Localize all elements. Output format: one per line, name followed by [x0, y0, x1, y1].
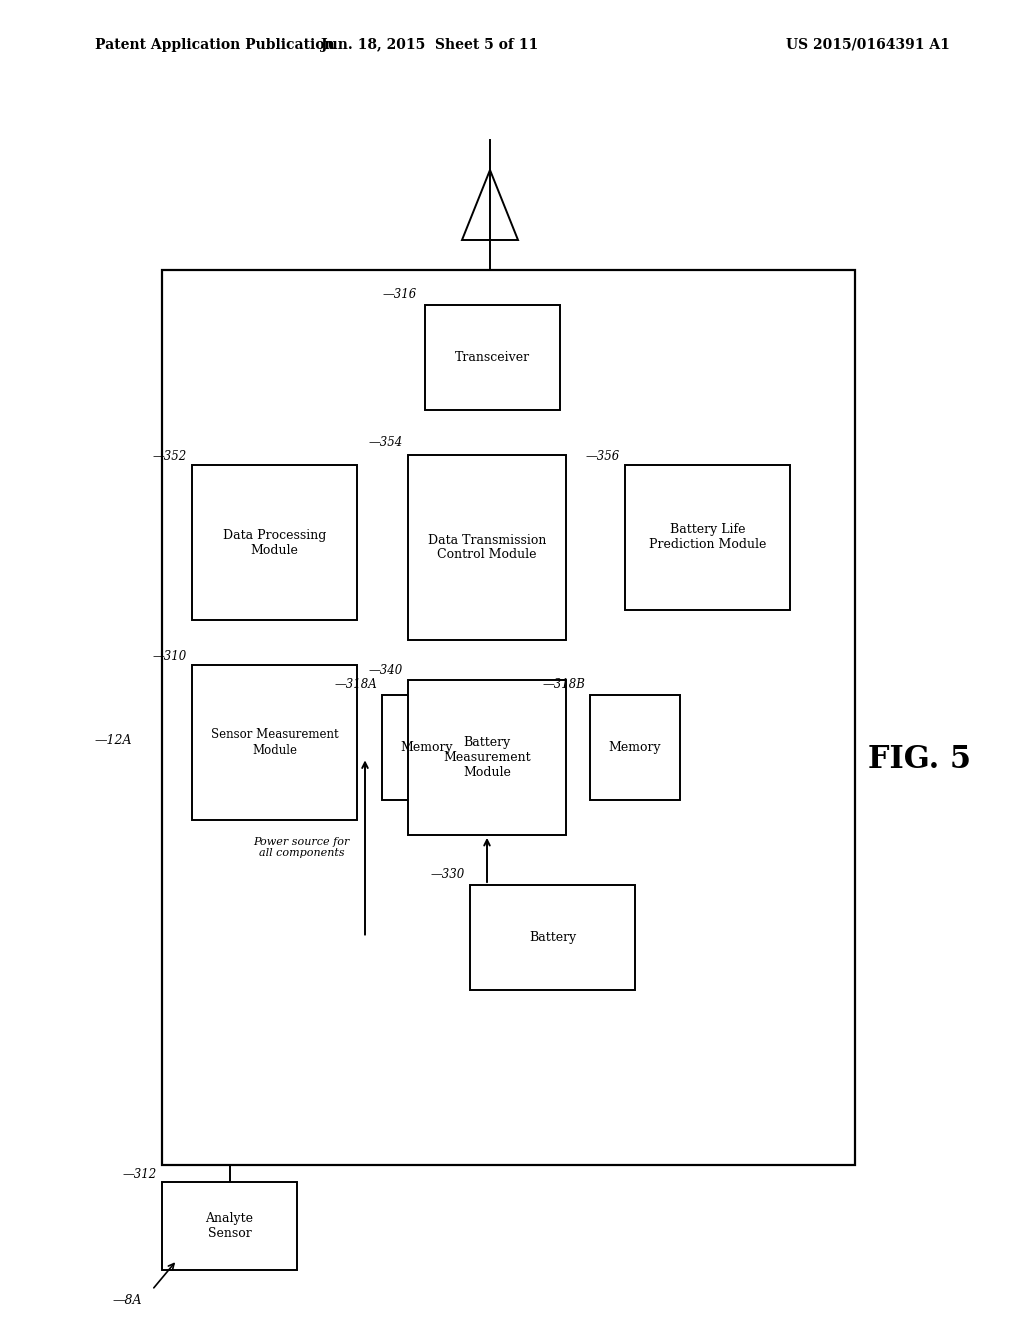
- Text: —356: —356: [586, 450, 620, 463]
- Text: Battery: Battery: [528, 931, 577, 944]
- Text: —318B: —318B: [542, 678, 585, 692]
- Bar: [162, 271, 855, 1166]
- Text: Data Transmission
Control Module: Data Transmission Control Module: [428, 533, 546, 561]
- Text: Sensor Measurement
Module: Sensor Measurement Module: [211, 729, 338, 756]
- Bar: [382, 696, 472, 800]
- Text: Battery
Measurement
Module: Battery Measurement Module: [443, 737, 530, 779]
- Text: —312: —312: [123, 1167, 157, 1180]
- Text: —354: —354: [369, 437, 403, 450]
- Text: Analyte
Sensor: Analyte Sensor: [206, 1212, 254, 1239]
- Bar: [193, 665, 357, 820]
- Bar: [193, 465, 357, 620]
- Text: Power source for
all components: Power source for all components: [254, 837, 350, 858]
- Bar: [162, 1181, 297, 1270]
- Text: Jun. 18, 2015  Sheet 5 of 11: Jun. 18, 2015 Sheet 5 of 11: [322, 38, 539, 51]
- Text: Data Processing
Module: Data Processing Module: [223, 528, 327, 557]
- Text: —330: —330: [431, 869, 465, 882]
- Bar: [408, 680, 566, 836]
- Text: —318A: —318A: [334, 678, 377, 692]
- Bar: [425, 305, 560, 411]
- Text: —352: —352: [153, 450, 187, 463]
- Text: Memory: Memory: [608, 741, 662, 754]
- Text: Memory: Memory: [400, 741, 454, 754]
- Bar: [625, 465, 790, 610]
- Bar: [470, 884, 635, 990]
- Text: US 2015/0164391 A1: US 2015/0164391 A1: [786, 38, 950, 51]
- Text: Battery Life
Prediction Module: Battery Life Prediction Module: [649, 524, 766, 552]
- Text: FIG. 5: FIG. 5: [868, 744, 972, 776]
- Text: Patent Application Publication: Patent Application Publication: [95, 38, 335, 51]
- Bar: [590, 696, 680, 800]
- Text: —340: —340: [369, 664, 403, 676]
- Text: —316: —316: [383, 289, 417, 301]
- Text: —12A: —12A: [94, 734, 132, 747]
- Text: —310: —310: [153, 651, 187, 664]
- Text: —8A: —8A: [113, 1294, 142, 1307]
- Bar: [408, 455, 566, 640]
- Text: Transceiver: Transceiver: [455, 351, 530, 364]
